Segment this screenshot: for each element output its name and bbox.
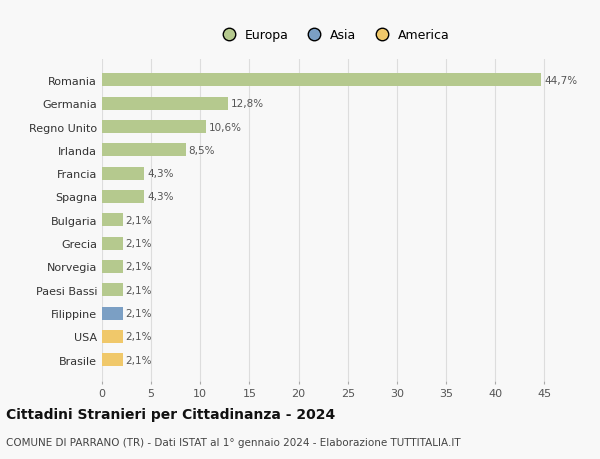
Bar <box>102 353 122 366</box>
Text: 12,8%: 12,8% <box>231 99 264 109</box>
Text: 2,1%: 2,1% <box>125 262 152 272</box>
Text: 2,1%: 2,1% <box>125 285 152 295</box>
Text: 2,1%: 2,1% <box>125 355 152 365</box>
Bar <box>102 144 185 157</box>
Legend: Europa, Asia, America: Europa, Asia, America <box>211 24 455 47</box>
Bar <box>102 74 541 87</box>
Bar <box>102 237 122 250</box>
Text: 2,1%: 2,1% <box>125 215 152 225</box>
Text: 2,1%: 2,1% <box>125 332 152 341</box>
Text: 2,1%: 2,1% <box>125 239 152 249</box>
Text: 8,5%: 8,5% <box>188 146 215 156</box>
Bar <box>102 190 144 203</box>
Bar <box>102 121 206 134</box>
Bar <box>102 330 122 343</box>
Text: 4,3%: 4,3% <box>147 192 174 202</box>
Text: COMUNE DI PARRANO (TR) - Dati ISTAT al 1° gennaio 2024 - Elaborazione TUTTITALIA: COMUNE DI PARRANO (TR) - Dati ISTAT al 1… <box>6 437 461 447</box>
Bar <box>102 98 228 110</box>
Bar <box>102 284 122 297</box>
Bar <box>102 214 122 227</box>
Bar <box>102 260 122 273</box>
Text: 10,6%: 10,6% <box>209 122 242 132</box>
Text: 2,1%: 2,1% <box>125 308 152 319</box>
Bar <box>102 168 144 180</box>
Bar <box>102 307 122 320</box>
Text: 4,3%: 4,3% <box>147 169 174 179</box>
Text: 44,7%: 44,7% <box>544 76 577 86</box>
Text: Cittadini Stranieri per Cittadinanza - 2024: Cittadini Stranieri per Cittadinanza - 2… <box>6 407 335 421</box>
